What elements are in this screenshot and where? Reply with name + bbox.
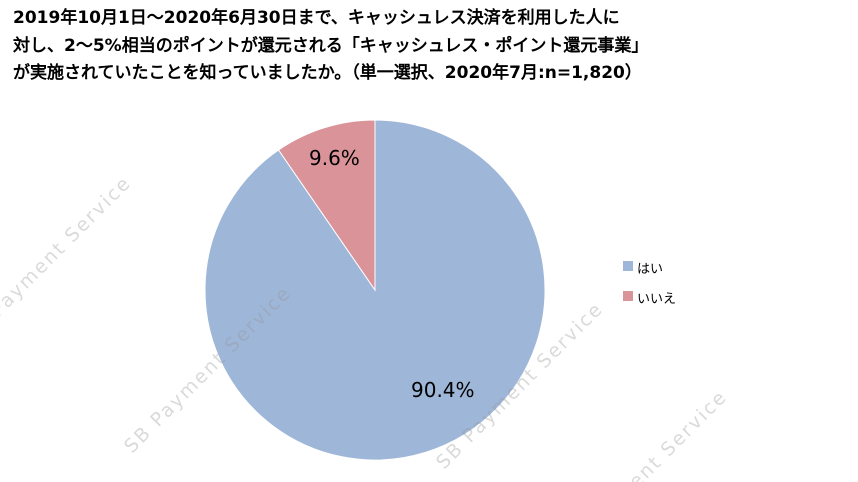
chart-title: 2019年10月1日～2020年6月30日まで、キャッシュレス決済を利用した人に… xyxy=(13,5,648,88)
pie-slice-いいえ xyxy=(277,119,376,292)
data-label-yes: 90.4% xyxy=(411,378,475,402)
legend: はい いいえ xyxy=(623,258,676,318)
legend-swatch-yes xyxy=(623,261,633,271)
data-label-no: 9.6% xyxy=(309,146,360,170)
chart-title-line-1: 2019年10月1日～2020年6月30日まで、キャッシュレス決済を利用した人に xyxy=(13,8,620,28)
legend-swatch-no xyxy=(623,291,633,301)
chart-title-line-2: 対し、2～5%相当のポイントが還元される「キャッシュレス・ポイント還元事業」 xyxy=(13,35,649,56)
legend-item-yes: はい xyxy=(623,258,676,277)
legend-label-yes: はい xyxy=(637,262,664,277)
legend-item-no: いいえ xyxy=(623,288,676,307)
chart-title-line-3: が実施されていたことを知っていましたか。（単一選択、2020年7月:n=1,82… xyxy=(13,63,642,84)
legend-label-no: いいえ xyxy=(637,292,677,307)
